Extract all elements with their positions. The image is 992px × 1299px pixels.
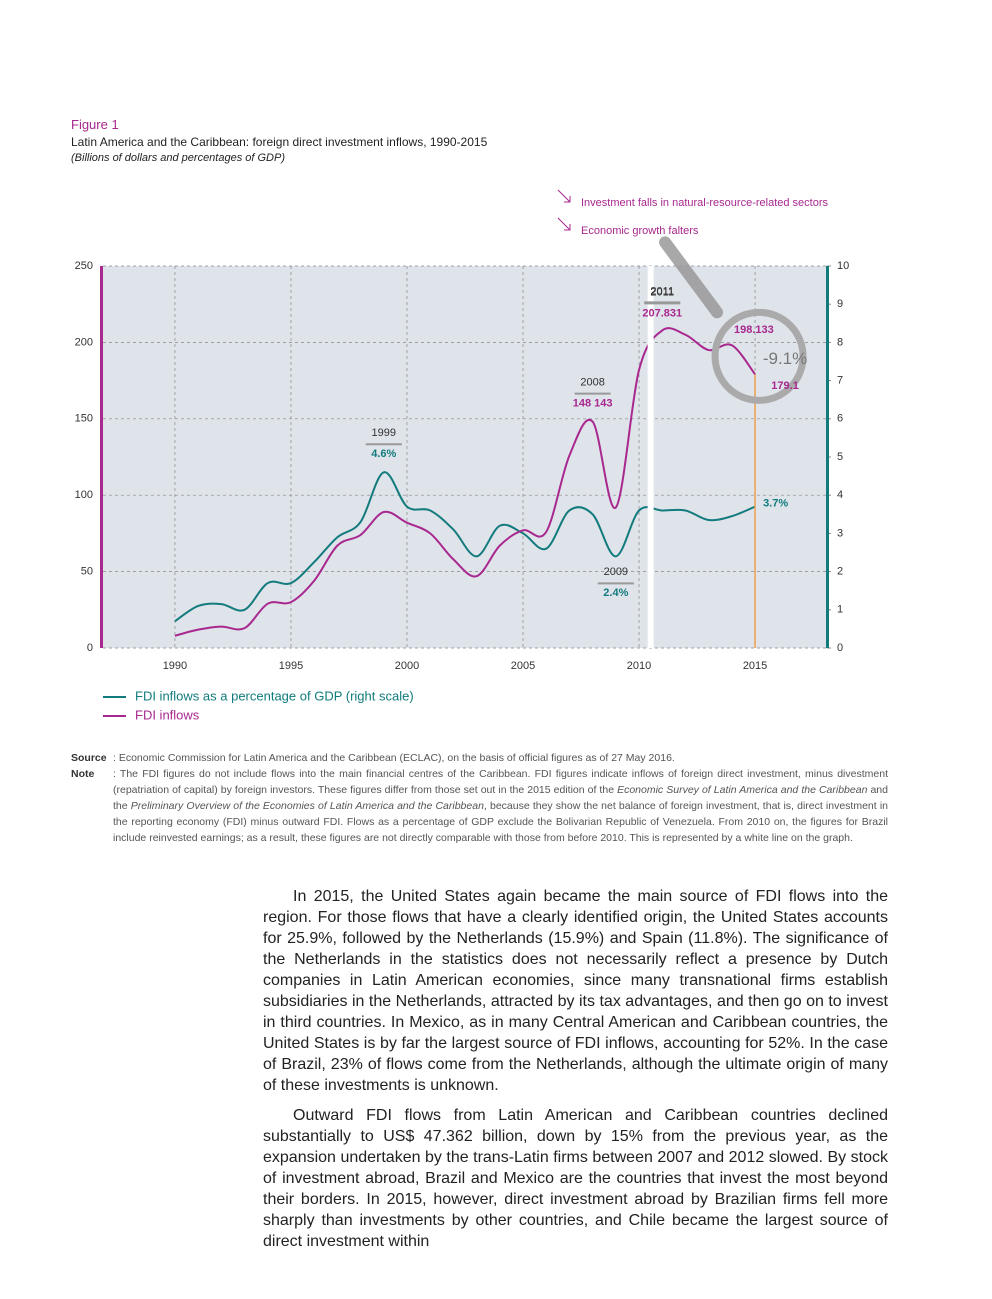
- value-label: 198.133: [734, 324, 774, 336]
- y2-tick-label: 9: [837, 298, 843, 310]
- plot-area: [103, 266, 827, 648]
- callout: Economic growth falters: [581, 225, 699, 237]
- note-part: Preliminary Overview of the Economies of…: [130, 800, 484, 812]
- year-label: 2009: [604, 566, 628, 578]
- callout-arrow: [557, 217, 571, 231]
- y2-tick-label: 2: [837, 566, 843, 578]
- source-text: : Economic Commission for Latin America …: [113, 752, 675, 764]
- year-label: 2011: [650, 285, 674, 297]
- figure-title: Latin America and the Caribbean: foreign…: [71, 135, 488, 149]
- value-label: 2.4%: [603, 587, 628, 599]
- y2-tick-label: 6: [837, 413, 843, 425]
- series-line: [174, 471, 756, 623]
- body-text: In 2015, the United States again became …: [263, 886, 888, 1261]
- y-tick-label: 200: [75, 336, 93, 348]
- break-line: [647, 266, 654, 648]
- magnifier: [711, 308, 807, 404]
- x-tick-label: 2015: [743, 660, 767, 672]
- y2-tick-label: 7: [837, 375, 843, 387]
- note-part: Economic Survey of Latin America and the…: [617, 784, 868, 796]
- legend-label: FDI inflows as a percentage of GDP (righ…: [135, 688, 414, 703]
- note: Note : The FDI figures do not include flo…: [71, 766, 888, 846]
- callout: Investment falls in natural-resource-rel…: [581, 197, 828, 209]
- paragraph: Outward FDI flows from Latin American an…: [263, 1107, 888, 1250]
- left-axis: [100, 266, 103, 648]
- note-part: : The FDI figures do not include flows i…: [113, 768, 888, 796]
- legend-label: FDI inflows: [135, 707, 200, 722]
- x-tick-label: 1995: [279, 660, 303, 672]
- note-text: : The FDI figures do not include flows i…: [113, 766, 888, 846]
- year-label: 2011: [650, 286, 674, 298]
- year-label: 1999: [372, 427, 396, 439]
- note-part: , because they show the net balance of f…: [113, 800, 889, 844]
- value-label: 4.6%: [371, 448, 396, 460]
- y-tick-label: 0: [87, 642, 93, 654]
- value-label: 207.831: [642, 307, 682, 319]
- x-tick-label: 2010: [627, 660, 651, 672]
- value-label: 148 143: [573, 398, 613, 410]
- y2-tick-label: 3: [837, 527, 843, 539]
- y-tick-label: 100: [75, 489, 93, 501]
- y2-tick-label: 5: [837, 451, 843, 463]
- y2-tick-label: 4: [837, 489, 843, 501]
- figure-label: Figure 1: [71, 117, 119, 132]
- year-label: 2008: [580, 377, 604, 389]
- paragraph: In 2015, the United States again became …: [263, 888, 888, 1094]
- change-label: -9.1%: [763, 349, 807, 368]
- right-axis: [826, 266, 829, 648]
- y2-tick-label: 0: [837, 642, 843, 654]
- y2-tick-label: 10: [837, 260, 849, 272]
- y-tick-label: 150: [75, 413, 93, 425]
- y-tick-label: 50: [81, 566, 93, 578]
- magnifier-handle: [659, 236, 724, 319]
- source-label: Source: [71, 752, 107, 764]
- figure-subtitle: (Billions of dollars and percentages of …: [71, 152, 285, 164]
- callouts: [557, 189, 571, 231]
- y2-tick-label: 1: [837, 604, 843, 616]
- note-part: and the: [113, 784, 888, 812]
- callout-arrow: [557, 189, 571, 203]
- x-tick-label: 2000: [395, 660, 419, 672]
- x-tick-label: 1990: [163, 660, 187, 672]
- value-label: 3.7%: [763, 498, 788, 510]
- series-line: [174, 327, 756, 637]
- x-tick-label: 2005: [511, 660, 535, 672]
- chart: 0 50 100 150 200 250 0 1 2 3 4 5 6 7 8 9 10 1990 1995 2000 2…: [75, 189, 849, 722]
- source: Source : Economic Commission for Latin Am…: [71, 750, 888, 766]
- y2-tick-label: 8: [837, 336, 843, 348]
- value-label: 179.1: [771, 380, 799, 392]
- y-tick-label: 250: [75, 260, 93, 272]
- note-label: Note: [71, 768, 95, 780]
